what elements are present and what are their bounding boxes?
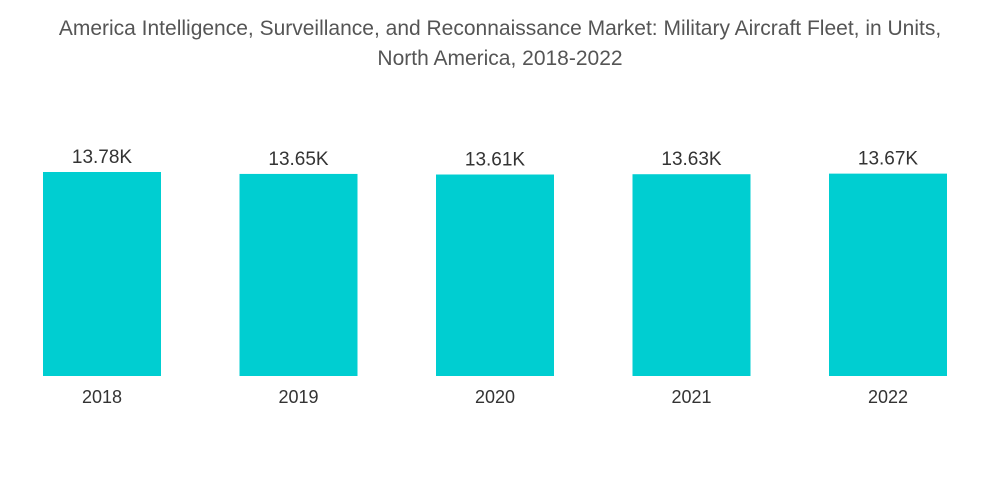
x-tick-label-2022: 2022 — [868, 387, 908, 407]
x-axis-tick-labels: 2018 2019 2020 2021 2022 — [82, 387, 908, 407]
x-tick-label-2019: 2019 — [278, 387, 318, 407]
value-label-2020: 13.61K — [465, 150, 526, 171]
x-tick-label-2020: 2020 — [475, 387, 515, 407]
value-labels-group: 13.78K 13.65K 13.61K 13.63K 13.67K — [72, 147, 919, 171]
bar-2019 — [239, 173, 358, 376]
bars-group — [43, 172, 947, 376]
bar-2022 — [829, 173, 947, 376]
chart-title: America Intelligence, Surveillance, and … — [58, 17, 942, 70]
bar-2018 — [43, 172, 161, 376]
x-tick-label-2021: 2021 — [671, 387, 711, 407]
bar-2020 — [436, 174, 554, 376]
value-label-2019: 13.65K — [268, 149, 329, 170]
bar-2021 — [632, 174, 751, 376]
value-label-2021: 13.63K — [661, 149, 722, 170]
value-label-2018: 13.78K — [72, 147, 133, 168]
x-tick-label-2018: 2018 — [82, 387, 122, 407]
value-label-2022: 13.67K — [858, 149, 919, 170]
